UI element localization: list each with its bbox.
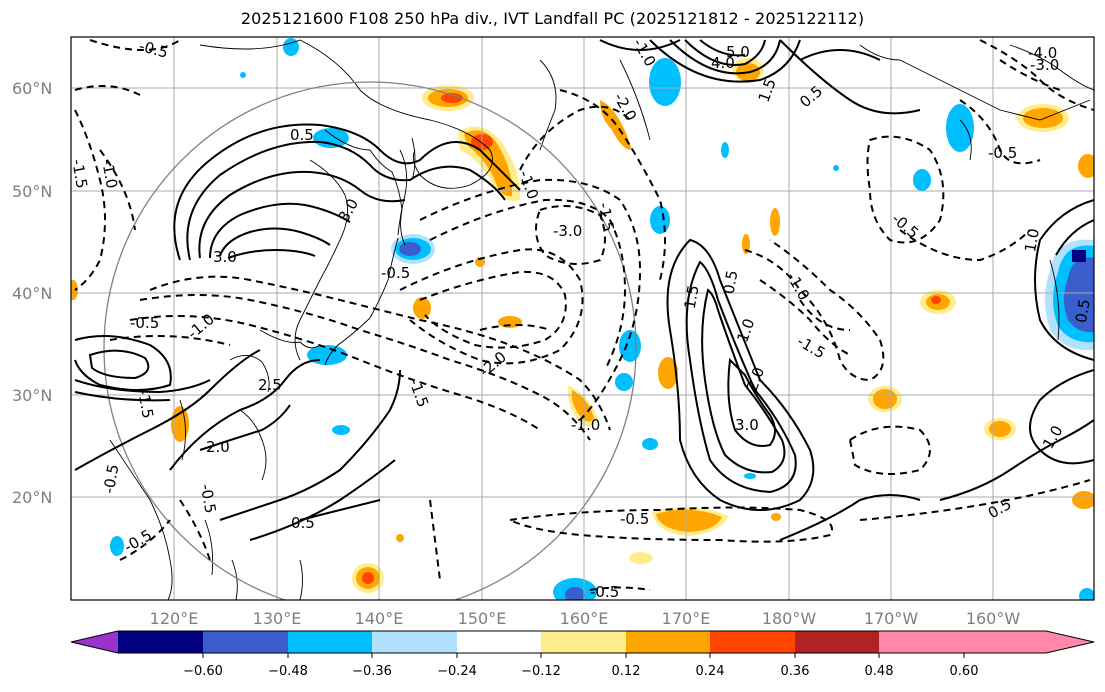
- landfall-region-circle: [103, 81, 637, 600]
- contour-label: 2.5: [258, 376, 282, 394]
- contour-label: 1.5: [681, 284, 703, 311]
- negative-contours: [74, 39, 1094, 591]
- contour-label: 1.0: [1039, 422, 1067, 452]
- lon-label: 150°E: [458, 609, 507, 628]
- contour-label: -4.0: [1028, 44, 1057, 62]
- colorbar-segment: [288, 631, 372, 653]
- colorbar-tick-label: 0.36: [781, 664, 810, 679]
- contour-label: -0.5: [100, 463, 123, 495]
- positive-contours: [74, 39, 1094, 541]
- colorbar-tick-label: −0.60: [183, 664, 223, 679]
- contour-label: -0.5: [121, 526, 155, 556]
- colorbar-segment: [541, 631, 626, 653]
- lon-label: 170°W: [864, 609, 919, 628]
- contour-label: -1.0: [571, 416, 600, 434]
- colorbar-segment: [118, 631, 203, 653]
- contour-label: 2.0: [206, 438, 230, 456]
- colorbar-segment: [203, 631, 288, 653]
- colorbar-segment: [710, 631, 795, 653]
- colorbar: −0.60 −0.48 −0.36 −0.24 −0.12 0.12 0.24 …: [70, 630, 1095, 679]
- contour-label: -1.0: [184, 310, 218, 343]
- contour-label: -1.5: [794, 332, 828, 362]
- contour-label: -0.5: [888, 210, 922, 243]
- colorbar-segment: [372, 631, 457, 653]
- contour-label: -1.5: [405, 376, 432, 410]
- lat-label: 20°N: [12, 488, 52, 507]
- latitude-labels: 60°N 50°N 40°N 30°N 20°N: [12, 79, 52, 507]
- lon-label: 120°E: [150, 609, 199, 628]
- contour-label: 0.5: [985, 495, 1015, 523]
- colorbar-right-arrow: [879, 631, 1094, 653]
- contour-labels: 5.0 4.0 3.0 3.0 2.0 2.0 1.5 1.0 1.0 0.5 …: [68, 37, 1094, 601]
- contour-label: 3.0: [735, 416, 759, 434]
- contour-label: 3.0: [335, 195, 363, 225]
- lon-label: 140°E: [355, 609, 404, 628]
- contour-label: -0.5: [590, 583, 619, 601]
- colorbar-tick-label: −0.48: [268, 664, 308, 679]
- contour-label: 5.0: [726, 43, 750, 61]
- colorbar-tick-label: −0.24: [437, 664, 477, 679]
- contour-label: 0.5: [720, 269, 742, 296]
- contour-label: -1.5: [68, 158, 91, 190]
- colorbar-left-arrow: [71, 631, 118, 653]
- contour-label: -3.0: [553, 222, 582, 240]
- lat-label: 30°N: [12, 386, 52, 405]
- contour-label: -0.5: [988, 144, 1017, 162]
- map-frame: [70, 36, 1095, 601]
- contour-label: 3.0: [213, 248, 237, 266]
- lat-label: 40°N: [12, 284, 52, 303]
- lon-label: 160°E: [560, 609, 609, 628]
- lon-label: 130°E: [253, 609, 302, 628]
- lat-label: 60°N: [12, 79, 52, 98]
- longitude-labels: 120°E 130°E 140°E 150°E 160°E 170°E 180°…: [150, 609, 1021, 628]
- divergence-fill-layer: [71, 38, 1094, 600]
- contour-label: -0.5: [381, 264, 410, 282]
- contour-label: 4.0: [711, 54, 735, 72]
- contour-label: -0.5: [197, 483, 220, 515]
- contour-label: -2.0: [476, 348, 510, 381]
- map-plot-area: 5.0 4.0 3.0 3.0 2.0 2.0 1.5 1.0 1.0 0.5 …: [68, 37, 1094, 601]
- colorbar-tick-label: 0.12: [612, 664, 641, 679]
- lon-label: 160°W: [966, 609, 1021, 628]
- contour-label: -0.5: [137, 37, 170, 62]
- colorbar-segment: [457, 631, 541, 653]
- coastlines: [109, 39, 1094, 600]
- contour-label: -0.5: [620, 510, 649, 528]
- colorbar-segment: [795, 631, 879, 653]
- contour-label: -1.5: [134, 388, 157, 420]
- colorbar-tick-label: −0.12: [521, 664, 561, 679]
- contour-label: 0.5: [290, 126, 314, 144]
- colorbar-tick-label: 0.60: [950, 664, 979, 679]
- colorbar-segment: [626, 631, 710, 653]
- contour-label: -1.0: [98, 158, 121, 190]
- contour-label: 1.0: [1021, 227, 1043, 254]
- contour-label: 0.5: [796, 82, 826, 111]
- contour-label: -1.5: [595, 201, 618, 233]
- contour-label: 0.5: [291, 514, 315, 532]
- contour-label: -3.0: [1030, 56, 1059, 74]
- colorbar-ticks: [202, 653, 965, 658]
- colorbar-tick-label: 0.48: [865, 664, 894, 679]
- gridlines: [71, 37, 1094, 600]
- lon-label: 170°E: [662, 609, 711, 628]
- colorbar-outline: [70, 630, 1095, 654]
- map-title: 2025121600 F108 250 hPa div., IVT Landfa…: [240, 9, 865, 28]
- lat-label: 50°N: [12, 182, 52, 201]
- lon-label: 180°W: [762, 609, 817, 628]
- colorbar-tick-label: −0.36: [352, 664, 392, 679]
- colorbar-tick-label: 0.24: [696, 664, 725, 679]
- contour-label: -0.5: [130, 314, 159, 332]
- contour-label: 0.5: [1072, 298, 1094, 325]
